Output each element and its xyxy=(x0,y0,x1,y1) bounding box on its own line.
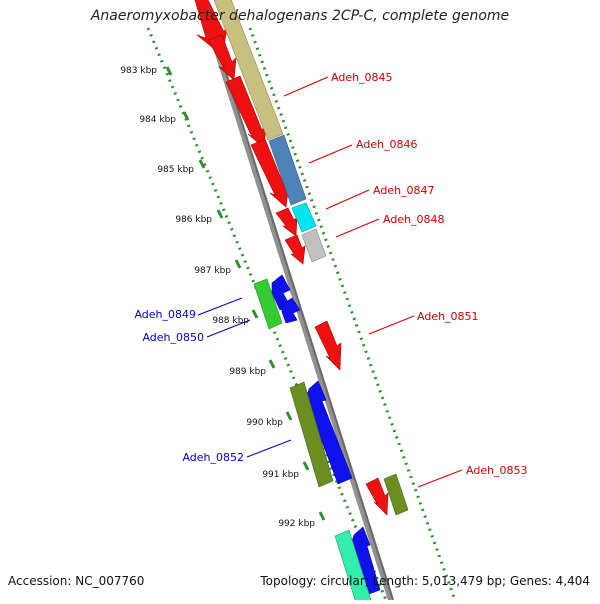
label-leader xyxy=(417,469,463,488)
forward-label-leaders xyxy=(283,76,463,488)
gene-label-adeh-0849[interactable]: Adeh_0849 xyxy=(134,308,196,321)
kbp-tick-label: 987 kbp xyxy=(194,266,231,276)
orf-arrow xyxy=(207,34,237,81)
kbp-tick-label: 991 kbp xyxy=(262,470,299,480)
cog-box-steelblue xyxy=(268,134,307,206)
kbp-tick xyxy=(198,159,206,169)
forward-orfs xyxy=(194,0,389,516)
kbp-tick xyxy=(268,359,276,369)
label-leader xyxy=(206,319,251,338)
label-leader xyxy=(368,315,415,335)
kbp-tick-label: 985 kbp xyxy=(157,165,194,175)
cog-box-khaki xyxy=(213,0,284,141)
kbp-tick-labels: 983 kbp 984 kbp 985 kbp 986 kbp 987 kbp … xyxy=(120,66,315,529)
cog-box-cyan xyxy=(291,202,317,233)
kbp-tick xyxy=(234,259,242,269)
label-leader xyxy=(335,218,380,238)
kbp-tick-label: 984 kbp xyxy=(139,115,176,125)
orf-arrow xyxy=(365,477,389,516)
accession-text: Accession: NC_007760 xyxy=(8,574,145,588)
cog-box-green xyxy=(253,278,283,330)
gene-label-adeh-0851[interactable]: Adeh_0851 xyxy=(417,310,479,323)
gene-labels: Adeh_0845 Adeh_0846 Adeh_0847 Adeh_0848 … xyxy=(134,71,527,477)
kbp-tick-label: 989 kbp xyxy=(229,367,266,377)
gene-label-adeh-0853[interactable]: Adeh_0853 xyxy=(466,464,528,477)
kbp-tick xyxy=(216,209,224,219)
kbp-tick xyxy=(318,511,326,521)
orf-arrow xyxy=(281,297,301,324)
gene-label-adeh-0850[interactable]: Adeh_0850 xyxy=(142,331,204,344)
gene-label-adeh-0847[interactable]: Adeh_0847 xyxy=(373,184,435,197)
topology-text: Topology: circular; Length: 5,013,479 bp… xyxy=(260,574,590,588)
orf-arrow xyxy=(275,207,298,237)
kbp-tick xyxy=(165,66,173,76)
orf-arrow xyxy=(314,320,342,371)
cog-box-olive xyxy=(289,381,334,488)
kbp-tick-label: 988 kbp xyxy=(212,316,249,326)
label-leader xyxy=(308,144,353,164)
gene-label-adeh-0846[interactable]: Adeh_0846 xyxy=(356,138,418,151)
gene-label-adeh-0845[interactable]: Adeh_0845 xyxy=(331,71,393,84)
kbp-tick xyxy=(182,111,190,121)
label-leader xyxy=(246,439,292,458)
kbp-tick-label: 990 kbp xyxy=(246,418,283,428)
gene-label-adeh-0852[interactable]: Adeh_0852 xyxy=(182,451,244,464)
kbp-tick-label: 992 kbp xyxy=(278,519,315,529)
kbp-tick xyxy=(302,461,310,471)
label-leader xyxy=(283,76,329,97)
cog-box-gray xyxy=(301,228,327,263)
kbp-tick xyxy=(285,411,293,421)
orf-arrow xyxy=(271,274,291,311)
genome-backbone xyxy=(198,0,394,601)
orf-arrow xyxy=(284,234,306,265)
reverse-label-leaders xyxy=(197,297,292,458)
kbp-tick xyxy=(251,309,259,319)
kbp-tick-label: 983 kbp xyxy=(120,66,157,76)
kbp-ticks xyxy=(165,66,326,521)
gene-label-adeh-0848[interactable]: Adeh_0848 xyxy=(383,213,445,226)
reverse-orfs xyxy=(271,274,381,596)
label-leader xyxy=(325,189,370,210)
map-title: Anaeromyxobacter dehalogenans 2CP-C, com… xyxy=(90,8,510,24)
cog-box-olive xyxy=(383,473,409,516)
kbp-tick-label: 986 kbp xyxy=(175,215,212,225)
orf-arrow xyxy=(225,75,267,149)
label-leader xyxy=(197,297,243,316)
